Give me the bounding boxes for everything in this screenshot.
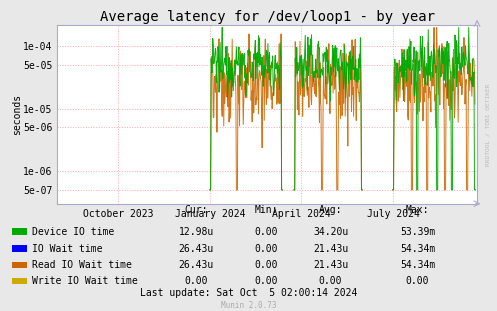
- Text: Avg:: Avg:: [319, 205, 342, 215]
- Title: Average latency for /dev/loop1 - by year: Average latency for /dev/loop1 - by year: [99, 10, 435, 24]
- Text: 53.39m: 53.39m: [400, 227, 435, 237]
- Text: 54.34m: 54.34m: [400, 260, 435, 270]
- Text: 26.43u: 26.43u: [179, 260, 214, 270]
- Text: 0.00: 0.00: [254, 260, 278, 270]
- Y-axis label: seconds: seconds: [11, 94, 21, 135]
- Text: 0.00: 0.00: [184, 276, 208, 286]
- Text: Last update: Sat Oct  5 02:00:14 2024: Last update: Sat Oct 5 02:00:14 2024: [140, 288, 357, 298]
- Text: 0.00: 0.00: [254, 227, 278, 237]
- Text: 12.98u: 12.98u: [179, 227, 214, 237]
- Text: 0.00: 0.00: [254, 276, 278, 286]
- Text: 54.34m: 54.34m: [400, 244, 435, 254]
- Text: 21.43u: 21.43u: [313, 244, 348, 254]
- Text: Munin 2.0.73: Munin 2.0.73: [221, 301, 276, 310]
- Text: 26.43u: 26.43u: [179, 244, 214, 254]
- Text: Read IO Wait time: Read IO Wait time: [32, 260, 132, 270]
- Text: Write IO Wait time: Write IO Wait time: [32, 276, 138, 286]
- Text: 0.00: 0.00: [254, 244, 278, 254]
- Text: 0.00: 0.00: [319, 276, 342, 286]
- Text: 0.00: 0.00: [406, 276, 429, 286]
- Text: IO Wait time: IO Wait time: [32, 244, 103, 254]
- Text: Device IO time: Device IO time: [32, 227, 114, 237]
- Text: Max:: Max:: [406, 205, 429, 215]
- Text: RRDTOOL / TOBI OETIKER: RRDTOOL / TOBI OETIKER: [486, 83, 491, 166]
- Text: Cur:: Cur:: [184, 205, 208, 215]
- Text: Min:: Min:: [254, 205, 278, 215]
- Text: 34.20u: 34.20u: [313, 227, 348, 237]
- Text: 21.43u: 21.43u: [313, 260, 348, 270]
